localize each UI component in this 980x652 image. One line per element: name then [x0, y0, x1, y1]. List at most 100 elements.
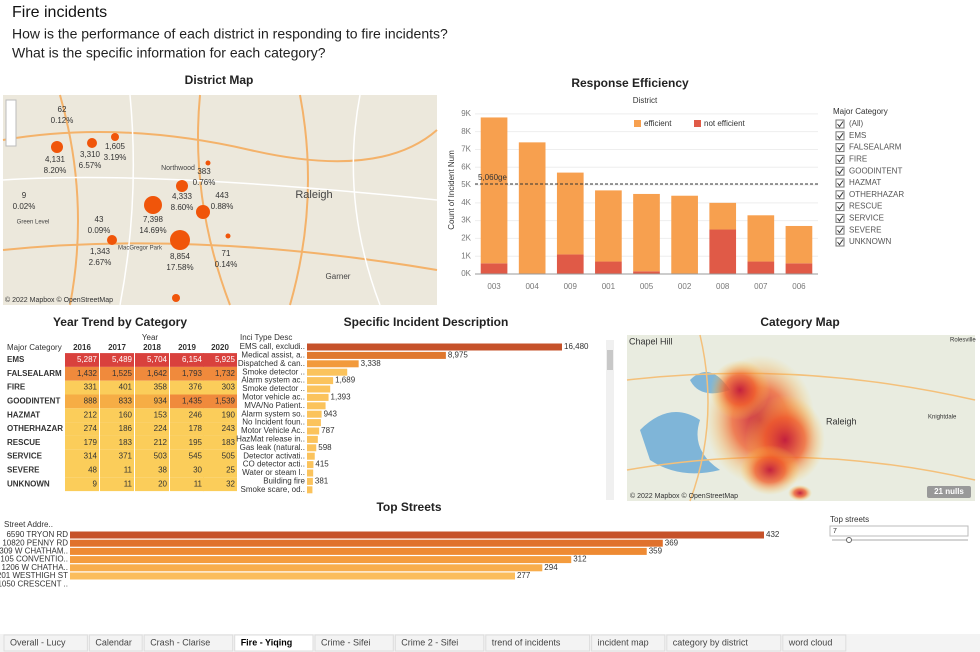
bar-segment[interactable]	[633, 271, 660, 274]
tab[interactable]	[394, 634, 485, 652]
bar-segment[interactable]	[595, 190, 622, 262]
district-marker[interactable]	[196, 205, 210, 219]
check[interactable]	[837, 144, 844, 151]
tab[interactable]	[782, 634, 847, 652]
check[interactable]	[837, 121, 844, 128]
bar[interactable]	[307, 360, 359, 368]
tab-label[interactable]: word cloud	[788, 637, 833, 647]
tab[interactable]	[591, 634, 666, 652]
bar[interactable]	[70, 556, 572, 564]
zoom-controls[interactable]	[5, 99, 17, 147]
district-marker[interactable]	[205, 160, 211, 166]
check[interactable]	[837, 203, 844, 210]
bar-segment[interactable]	[709, 202, 737, 230]
checkbox[interactable]	[835, 143, 845, 153]
checkbox[interactable]	[835, 213, 845, 223]
bar-segment[interactable]	[556, 172, 584, 255]
tab-label[interactable]: Fire - Yiqing	[241, 637, 293, 647]
filter-item[interactable]: SERVICE	[849, 214, 884, 223]
bar-segment[interactable]	[709, 229, 737, 274]
tab-label[interactable]: Crime 2 - Sifei	[401, 637, 458, 647]
district-marker[interactable]	[111, 133, 119, 141]
bar[interactable]	[307, 410, 322, 418]
checkbox[interactable]	[835, 131, 845, 141]
bar[interactable]	[307, 461, 314, 469]
filter-item[interactable]: RESCUE	[849, 202, 882, 211]
filter-item[interactable]: FIRE	[849, 155, 867, 164]
scroll-thumb[interactable]	[607, 350, 613, 370]
bar[interactable]	[307, 402, 326, 410]
bar[interactable]	[70, 572, 515, 580]
bar[interactable]	[307, 343, 562, 351]
bar[interactable]	[70, 539, 663, 547]
tab[interactable]	[485, 634, 591, 652]
tab[interactable]	[143, 634, 234, 652]
slider-input[interactable]	[829, 525, 969, 537]
checkbox[interactable]	[835, 190, 845, 200]
filter-item[interactable]: EMS	[849, 131, 866, 140]
check[interactable]	[837, 168, 844, 175]
bar[interactable]	[307, 486, 313, 494]
district-marker[interactable]	[172, 294, 180, 302]
slider-value[interactable]: 7	[833, 528, 837, 535]
bar[interactable]	[70, 547, 647, 555]
checkbox[interactable]	[835, 166, 845, 176]
bar-segment[interactable]	[785, 225, 813, 264]
check[interactable]	[837, 227, 844, 234]
bar-segment[interactable]	[785, 263, 813, 274]
check[interactable]	[837, 192, 844, 199]
bar-segment[interactable]	[595, 261, 622, 274]
tab-label[interactable]: trend of incidents	[492, 637, 561, 647]
tab[interactable]	[234, 634, 314, 652]
check[interactable]	[837, 215, 844, 222]
tab-label[interactable]: Overall - Lucy	[10, 637, 66, 647]
filter-item[interactable]: OTHERHAZAR	[849, 190, 904, 199]
bar[interactable]	[307, 469, 314, 477]
bar-segment[interactable]	[518, 142, 546, 274]
checkbox[interactable]	[835, 202, 845, 212]
district-marker[interactable]	[107, 235, 117, 245]
bar[interactable]	[307, 377, 334, 385]
bar[interactable]	[307, 444, 317, 452]
tab[interactable]	[314, 634, 394, 652]
tab-label[interactable]: Calendar	[95, 637, 132, 647]
tab-label[interactable]: Crash - Clarise	[150, 637, 210, 647]
filter-item[interactable]: HAZMAT	[849, 178, 881, 187]
tab-label[interactable]: category by district	[673, 637, 749, 647]
bar[interactable]	[307, 351, 446, 359]
checkbox[interactable]	[835, 225, 845, 235]
district-marker[interactable]	[225, 233, 231, 239]
scrollbar[interactable]	[606, 340, 614, 500]
checkbox[interactable]	[835, 119, 845, 129]
bar-segment[interactable]	[633, 193, 660, 272]
filter-item[interactable]: GOODINTENT	[849, 166, 902, 175]
tab-label[interactable]: incident map	[598, 637, 649, 647]
check[interactable]	[837, 156, 844, 163]
bar[interactable]	[307, 393, 329, 401]
bar[interactable]	[70, 564, 543, 572]
checkbox[interactable]	[835, 178, 845, 188]
tab[interactable]	[88, 634, 143, 652]
filter-item[interactable]: FALSEALARM	[849, 143, 902, 152]
district-marker[interactable]	[170, 230, 190, 250]
checkbox[interactable]	[835, 154, 845, 164]
district-marker[interactable]	[51, 141, 63, 153]
district-marker[interactable]	[176, 180, 188, 192]
check[interactable]	[837, 180, 844, 187]
nulls-label[interactable]: 21 nulls	[934, 487, 964, 496]
bar[interactable]	[307, 385, 331, 393]
bar-segment[interactable]	[480, 117, 508, 264]
bar[interactable]	[70, 531, 764, 539]
district-marker[interactable]	[144, 196, 162, 214]
bar[interactable]	[307, 419, 321, 427]
nulls-badge[interactable]	[927, 486, 971, 498]
bar[interactable]	[307, 435, 318, 443]
district-marker[interactable]	[87, 138, 97, 148]
filter-item[interactable]: SEVERE	[849, 225, 881, 234]
bar[interactable]	[307, 452, 315, 460]
slider-handle[interactable]	[846, 537, 852, 543]
bar-segment[interactable]	[747, 261, 775, 274]
bar[interactable]	[307, 427, 320, 435]
tab-label[interactable]: Crime - Sifei	[321, 637, 371, 647]
filter-item[interactable]: (All)	[849, 119, 864, 128]
